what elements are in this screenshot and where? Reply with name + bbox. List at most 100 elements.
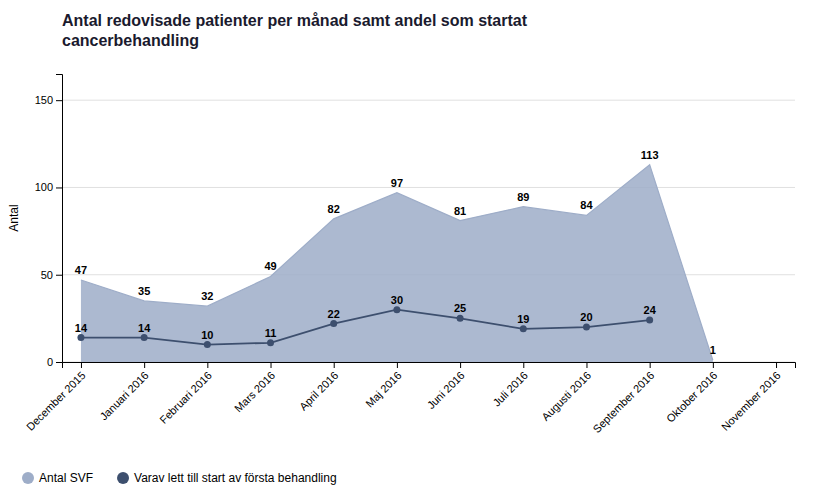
data-labels: 4735324982978189841131141410112230251920… (75, 149, 716, 356)
tick-label: Maj 2016 (363, 369, 403, 409)
tick-mark (650, 362, 651, 368)
tick: 50 (41, 269, 62, 281)
tick-label: Oktober 2016 (664, 369, 720, 425)
tick-label: 100 (35, 181, 53, 193)
tick-mark (523, 362, 524, 368)
line (81, 165, 713, 360)
legend-label: Varav lett till start av första behandli… (134, 471, 337, 485)
tick-label: September 2016 (590, 369, 656, 435)
point (583, 324, 590, 331)
axis-line (56, 75, 63, 363)
tick: 0 (47, 356, 62, 368)
point (457, 315, 464, 322)
tick-mark (460, 362, 461, 368)
grid (62, 100, 795, 362)
legend-swatch (117, 472, 129, 484)
data-label: 11 (265, 327, 277, 339)
tick: 150 (35, 94, 62, 106)
tick-mark (56, 275, 62, 276)
tick-mark (334, 362, 335, 368)
data-label: 47 (75, 264, 87, 276)
tick-mark (56, 100, 62, 101)
title: Antal redovisade patienter per månad sam… (62, 12, 528, 49)
line (81, 310, 650, 345)
tick-label: Januari 2016 (97, 369, 150, 422)
tick: April 2016 (297, 362, 341, 413)
data-label: 97 (391, 177, 403, 189)
point (141, 334, 148, 341)
tick-mark (713, 362, 714, 368)
tick-mark (586, 362, 587, 368)
tick-label: Juli 2016 (490, 369, 530, 409)
data-label: 19 (517, 313, 529, 325)
marks (77, 165, 712, 362)
legend-item: Antal SVF (22, 471, 93, 485)
tick: Februari 2016 (157, 362, 214, 426)
axis-line (63, 363, 796, 369)
data-label: 22 (328, 308, 340, 320)
tick-label: Juni 2016 (425, 369, 467, 411)
legend-label: Antal SVF (39, 471, 93, 485)
title-line: cancerbehandling (62, 32, 199, 49)
tick: September 2016 (590, 362, 656, 435)
grid-line (62, 100, 795, 101)
legend: Antal SVF Varav lett till start av första… (22, 471, 337, 485)
tick-label: 150 (35, 94, 53, 106)
tick: Maj 2016 (363, 362, 403, 410)
data-label: 24 (644, 304, 657, 316)
axis-title: Antal (7, 204, 21, 231)
x-axis: December 2015Januari 2016Februari 2016 Ma… (24, 362, 796, 435)
tick-label: Mars 2016 (232, 369, 277, 414)
tick: Oktober 2016 (664, 362, 720, 425)
point (330, 320, 337, 327)
data-label: 20 (580, 311, 592, 323)
plot: 4735324982978189841131141410112230251920… (24, 75, 796, 436)
chart: Antal redovisade patienter per månad sam… (0, 0, 819, 494)
data-label: 14 (138, 322, 151, 334)
point (646, 317, 653, 324)
data-label: 14 (75, 322, 88, 334)
data-label: 10 (201, 329, 213, 341)
tick-mark (271, 362, 272, 368)
tick-mark (207, 362, 208, 368)
data-label: 25 (454, 302, 466, 314)
tick-label: 0 (47, 356, 53, 368)
grid-line (62, 187, 795, 188)
tick-label: December 2015 (24, 369, 88, 433)
point (204, 341, 211, 348)
tick: 100 (35, 181, 62, 193)
data-label: 113 (641, 149, 659, 161)
tick: Augusti 2016 (539, 362, 593, 423)
tick-mark (776, 362, 777, 368)
legend-swatch (22, 472, 34, 484)
data-label: 49 (264, 260, 276, 272)
tick-label: Augusti 2016 (539, 369, 593, 423)
point (77, 334, 84, 341)
data-label: 82 (328, 203, 340, 215)
point (393, 306, 400, 313)
legend-item: Varav lett till start av första behandli… (117, 471, 337, 485)
title-line: Antal redovisade patienter per månad sam… (62, 12, 528, 29)
tick-label: April 2016 (297, 369, 341, 413)
tick: Mars 2016 (232, 362, 277, 414)
tick-mark (81, 362, 82, 368)
point (267, 339, 274, 346)
tick-label: Februari 2016 (157, 369, 214, 426)
tick-mark (56, 187, 62, 188)
tick-mark (56, 362, 62, 363)
area (81, 165, 713, 362)
tick: December 2015 (24, 362, 88, 433)
tick: November 2016 (719, 362, 783, 433)
tick-label: 50 (41, 269, 53, 281)
data-label: 30 (391, 294, 403, 306)
data-label: 1 (710, 344, 716, 356)
data-label: 81 (454, 205, 466, 217)
y-axis: 0 50 100 150 (35, 75, 63, 369)
tick-mark (144, 362, 145, 368)
data-label: 35 (138, 285, 150, 297)
tick: Januari 2016 (97, 362, 150, 423)
point (520, 325, 527, 332)
data-label: 89 (517, 191, 529, 203)
tick: Juni 2016 (425, 362, 467, 411)
data-label: 32 (201, 290, 213, 302)
